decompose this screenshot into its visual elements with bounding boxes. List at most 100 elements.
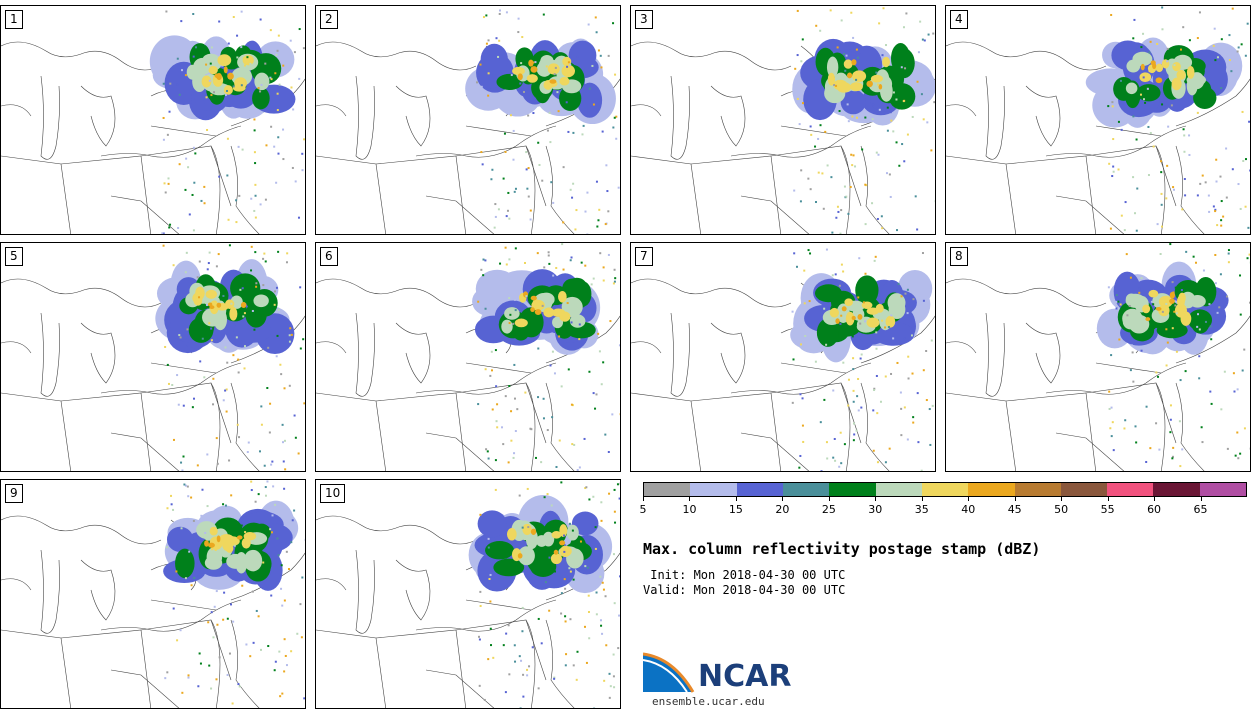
reflectivity-speckle: [1117, 300, 1120, 303]
reflectivity-speckle: [1226, 447, 1229, 450]
reflectivity-speckle: [305, 385, 306, 387]
reflectivity-speckle: [269, 402, 272, 405]
reflectivity-speckle: [209, 62, 212, 65]
reflectivity-cell: [1140, 63, 1145, 71]
reflectivity-speckle: [226, 174, 229, 177]
reflectivity-map: [631, 248, 935, 471]
reflectivity-speckle: [218, 656, 221, 659]
reflectivity-speckle: [874, 255, 877, 258]
reflectivity-speckle: [1112, 165, 1115, 168]
reflectivity-speckle: [481, 163, 484, 166]
reflectivity-cell: [217, 54, 232, 67]
reflectivity-speckle: [486, 450, 489, 453]
map-boundary: [1, 392, 72, 471]
site-url: ensemble.ucar.edu: [652, 695, 765, 708]
reflectivity-speckle: [595, 393, 598, 396]
colorbar-tick: [643, 497, 644, 501]
map-boundary: [316, 41, 477, 71]
reflectivity-cell: [530, 295, 537, 301]
reflectivity-speckle: [226, 617, 229, 620]
reflectivity-cell: [845, 311, 855, 326]
reflectivity-speckle: [879, 400, 882, 403]
reflectivity-speckle: [599, 54, 602, 57]
reflectivity-speckle: [1149, 40, 1152, 43]
reflectivity-speckle: [801, 102, 804, 105]
reflectivity-speckle: [172, 438, 175, 441]
reflectivity-speckle: [251, 590, 254, 593]
reflectivity-speckle: [268, 431, 271, 434]
reflectivity-speckle: [569, 618, 572, 621]
reflectivity-speckle: [491, 408, 494, 411]
reflectivity-speckle: [563, 550, 566, 553]
reflectivity-speckle: [619, 482, 620, 485]
reflectivity-speckle: [1155, 371, 1158, 374]
reflectivity-speckle: [834, 459, 837, 462]
map-boundary: [140, 382, 232, 444]
reflectivity-speckle: [218, 175, 221, 178]
reflectivity-speckle: [607, 210, 610, 213]
reflectivity-speckle: [1220, 87, 1223, 90]
reflectivity-cell: [553, 549, 559, 555]
reflectivity-speckle: [305, 493, 306, 495]
reflectivity-speckle: [199, 662, 202, 665]
reflectivity-speckle: [575, 334, 578, 337]
reflectivity-speckle: [273, 145, 276, 148]
reflectivity-speckle: [911, 115, 914, 118]
reflectivity-speckle: [210, 687, 213, 690]
reflectivity-speckle: [873, 259, 876, 262]
reflectivity-speckle: [564, 615, 567, 618]
reflectivity-speckle: [824, 130, 827, 133]
reflectivity-cell: [528, 59, 534, 67]
reflectivity-speckle: [881, 319, 884, 322]
map-boundary: [355, 549, 375, 634]
reflectivity-speckle: [594, 526, 597, 529]
map-boundary: [946, 104, 977, 117]
reflectivity-speckle: [276, 109, 279, 112]
map-boundary: [840, 145, 851, 234]
reflectivity-speckle: [1215, 158, 1218, 161]
reflectivity-speckle: [925, 349, 928, 352]
reflectivity-speckle: [192, 55, 195, 58]
reflectivity-speckle: [580, 261, 583, 264]
reflectivity-speckle: [487, 658, 490, 661]
reflectivity-speckle: [871, 202, 874, 205]
reflectivity-cell: [252, 87, 270, 110]
reflectivity-speckle: [569, 259, 572, 262]
reflectivity-speckle: [531, 646, 534, 649]
reflectivity-speckle: [554, 66, 557, 69]
reflectivity-speckle: [1244, 158, 1247, 161]
colorbar-tick-label: 10: [682, 503, 697, 516]
reflectivity-speckle: [1165, 303, 1168, 306]
reflectivity-cell: [208, 65, 218, 75]
reflectivity-speckle: [1120, 214, 1123, 217]
reflectivity-speckle: [178, 163, 181, 166]
reflectivity-speckle: [1175, 343, 1178, 346]
reflectivity-speckle: [512, 129, 515, 132]
reflectivity-speckle: [843, 443, 846, 446]
ensemble-member-panel: 8: [945, 242, 1251, 472]
reflectivity-speckle: [604, 595, 607, 598]
reflectivity-speckle: [497, 208, 500, 211]
reflectivity-speckle: [575, 209, 578, 212]
reflectivity-speckle: [1123, 229, 1126, 232]
reflectivity-speckle: [482, 274, 485, 277]
map-boundary: [375, 629, 467, 708]
reflectivity-speckle: [916, 392, 919, 395]
reflectivity-speckle: [517, 31, 520, 34]
reflectivity-speckle: [244, 531, 247, 534]
reflectivity-speckle: [840, 19, 843, 22]
reflectivity-cell: [243, 532, 257, 541]
reflectivity-speckle: [613, 686, 616, 689]
reflectivity-speckle: [228, 459, 231, 462]
reflectivity-speckle: [191, 193, 194, 196]
reflectivity-speckle: [1246, 22, 1249, 25]
reflectivity-speckle: [498, 9, 501, 12]
reflectivity-speckle: [1227, 261, 1230, 264]
reflectivity-speckle: [1178, 420, 1181, 423]
map-boundary: [631, 341, 662, 354]
reflectivity-speckle: [269, 29, 272, 32]
reflectivity-speckle: [570, 256, 573, 259]
reflectivity-speckle: [161, 232, 164, 234]
reflectivity-speckle: [799, 454, 802, 457]
reflectivity-speckle: [1188, 39, 1191, 42]
